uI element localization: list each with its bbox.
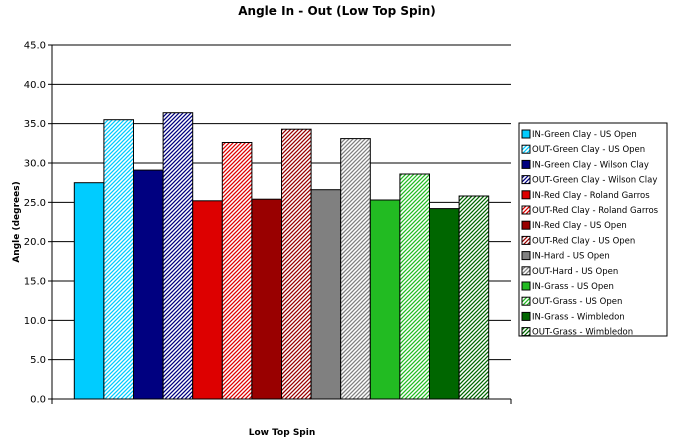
legend-label: OUT-Grass - US Open	[532, 297, 622, 307]
bar-2	[103, 119, 135, 400]
bar-9	[310, 189, 342, 400]
bar-7	[251, 198, 282, 400]
bar-10	[340, 138, 371, 400]
legend-label: OUT-Red Clay - US Open	[532, 236, 635, 246]
y-ticks: 0.0 5.0 10.0 15.0 20.0 25.0 30.0 35.0 40.0 45.0	[24, 41, 52, 406]
legend-label: IN-Grass - US Open	[532, 282, 614, 292]
y-tick-label: 35.0	[24, 119, 46, 130]
y-tick-label: 10.0	[24, 316, 46, 327]
legend-swatch	[521, 144, 531, 154]
legend-label: OUT-Green Clay - Wilson Clay	[532, 176, 657, 186]
legend-swatch	[521, 175, 531, 185]
legend-label: OUT-Green Clay - US Open	[532, 145, 645, 155]
x-axis-label: Low Top Spin	[249, 428, 316, 438]
legend-label: IN-Red Clay - US Open	[532, 221, 627, 231]
bar-5	[192, 200, 223, 400]
legend-swatch	[521, 205, 531, 215]
axes	[51, 45, 512, 404]
legend-swatch	[521, 296, 531, 306]
bar-14	[458, 195, 490, 400]
legend-label: OUT-Red Clay - Roland Garros	[532, 206, 659, 216]
legend: IN-Green Clay - US Open OUT-Green Clay - …	[521, 129, 659, 338]
y-tick-label: 30.0	[24, 159, 46, 170]
y-tick-label: 40.0	[24, 80, 46, 91]
legend-swatch	[521, 190, 531, 200]
legend-swatch	[521, 251, 531, 261]
legend-swatch	[521, 266, 531, 276]
legend-swatch	[521, 220, 531, 230]
bar-6	[221, 142, 253, 400]
legend-label: IN-Hard - US Open	[532, 252, 610, 262]
y-tick-label: 5.0	[30, 355, 46, 366]
bar-3	[133, 169, 164, 400]
y-axis-label: Angle (degrees)	[12, 181, 22, 262]
legend-swatch	[521, 281, 531, 291]
legend-label: IN-Grass - Wimbledon	[532, 312, 625, 322]
bar-13	[429, 208, 460, 400]
bar-12	[399, 173, 430, 400]
legend-box	[518, 122, 668, 337]
bar-11	[369, 199, 401, 400]
bar-1	[73, 182, 105, 400]
legend-label: IN-Green Clay - Wilson Clay	[532, 160, 649, 170]
legend-swatch	[521, 327, 531, 337]
bar-8	[281, 128, 312, 400]
legend-label: IN-Green Clay - US Open	[532, 130, 637, 140]
y-tick-label: 0.0	[30, 395, 46, 406]
legend-swatch	[521, 129, 531, 139]
legend-swatch	[521, 159, 531, 169]
legend-label: OUT-Grass - Wimbledon	[532, 328, 633, 338]
y-tick-label: 45.0	[24, 41, 46, 52]
legend-swatch	[521, 311, 531, 321]
legend-swatch	[521, 235, 531, 245]
bar-4	[162, 112, 194, 400]
legend-label: OUT-Hard - US Open	[532, 267, 618, 277]
legend-label: IN-Red Clay - Roland Garros	[532, 191, 650, 201]
y-tick-label: 25.0	[24, 198, 46, 209]
bars	[73, 112, 490, 400]
y-tick-label: 15.0	[24, 277, 46, 288]
chart-title: Angle In - Out (Low Top Spin)	[238, 4, 435, 18]
y-tick-label: 20.0	[24, 237, 46, 248]
